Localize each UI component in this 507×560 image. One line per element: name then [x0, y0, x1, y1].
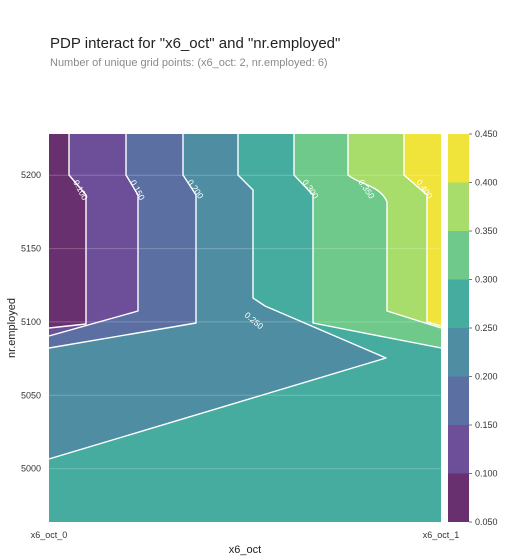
- colorbar-tick-label-4: 0.250: [475, 323, 498, 333]
- band-0.100-0.150: [49, 134, 138, 336]
- colorbar-segment-1: [448, 425, 469, 474]
- colorbar-segment-6: [448, 182, 469, 231]
- chart-subtitle: Number of unique grid points: (x6_oct: 2…: [50, 57, 328, 69]
- contour-line-0.250-left: [49, 134, 387, 460]
- colorbar-tick-label-1: 0.100: [475, 469, 498, 479]
- colorbar: [448, 134, 469, 522]
- y-axis-ticks: 5000 5050 5100 5150 5200: [21, 170, 41, 473]
- band-0.400-0.450: [404, 134, 441, 326]
- contour-line-0.100: [49, 134, 87, 329]
- colorbar-tick-label-6: 0.350: [475, 226, 498, 236]
- band-0.350-0.400: [348, 134, 441, 328]
- plot-gridlines: [49, 174, 441, 470]
- x-axis-ticks: x6_oct_0 x6_oct_1: [31, 530, 460, 540]
- y-tick-label-2: 5100: [21, 317, 41, 327]
- band-0.300-0.350: [294, 134, 441, 348]
- colorbar-segment-4: [448, 279, 469, 328]
- x-tick-label-0: x6_oct_0: [31, 530, 68, 540]
- band-0.150-0.200: [49, 134, 196, 348]
- contour-line-0.200: [49, 134, 197, 349]
- colorbar-segment-7: [448, 134, 469, 183]
- y-tick-label-4: 5200: [21, 170, 41, 180]
- colorbar-segment-3: [448, 328, 469, 377]
- contour-line-0.150: [49, 134, 139, 337]
- x-tick-label-1: x6_oct_1: [423, 530, 460, 540]
- band-0.200-0.250: [49, 134, 386, 459]
- colorbar-ticks: 0.050 0.100 0.150 0.200 0.250 0.300 0.350 0.400…: [469, 129, 498, 527]
- chart-title: PDP interact for "x6_oct" and "nr.employ…: [50, 35, 341, 52]
- band-0.050-0.100: [49, 134, 86, 328]
- contour-lines: [49, 134, 441, 460]
- contour-line-0.350: [347, 134, 441, 329]
- contour-plot-area: 0.100 0.150 0.200 0.250 0.300 0.350 0.40…: [49, 134, 441, 522]
- x-axis-label: x6_oct: [229, 544, 261, 556]
- y-tick-label-0: 5000: [21, 464, 41, 474]
- colorbar-tick-label-0: 0.050: [475, 517, 498, 527]
- colorbar-tick-label-8: 0.450: [475, 129, 498, 139]
- colorbar-tick-label-2: 0.150: [475, 420, 498, 430]
- y-tick-label-1: 5050: [21, 390, 41, 400]
- contour-line-0.300: [293, 134, 441, 349]
- colorbar-tick-label-5: 0.300: [475, 275, 498, 285]
- colorbar-segment-0: [448, 473, 469, 522]
- colorbar-segment-5: [448, 231, 469, 280]
- colorbar-segment-2: [448, 376, 469, 425]
- contour-line-0.400: [403, 134, 441, 327]
- colorbar-tick-label-7: 0.400: [475, 178, 498, 188]
- y-axis-label: nr.employed: [6, 298, 18, 358]
- y-tick-label-3: 5150: [21, 244, 41, 254]
- colorbar-tick-label-3: 0.200: [475, 372, 498, 382]
